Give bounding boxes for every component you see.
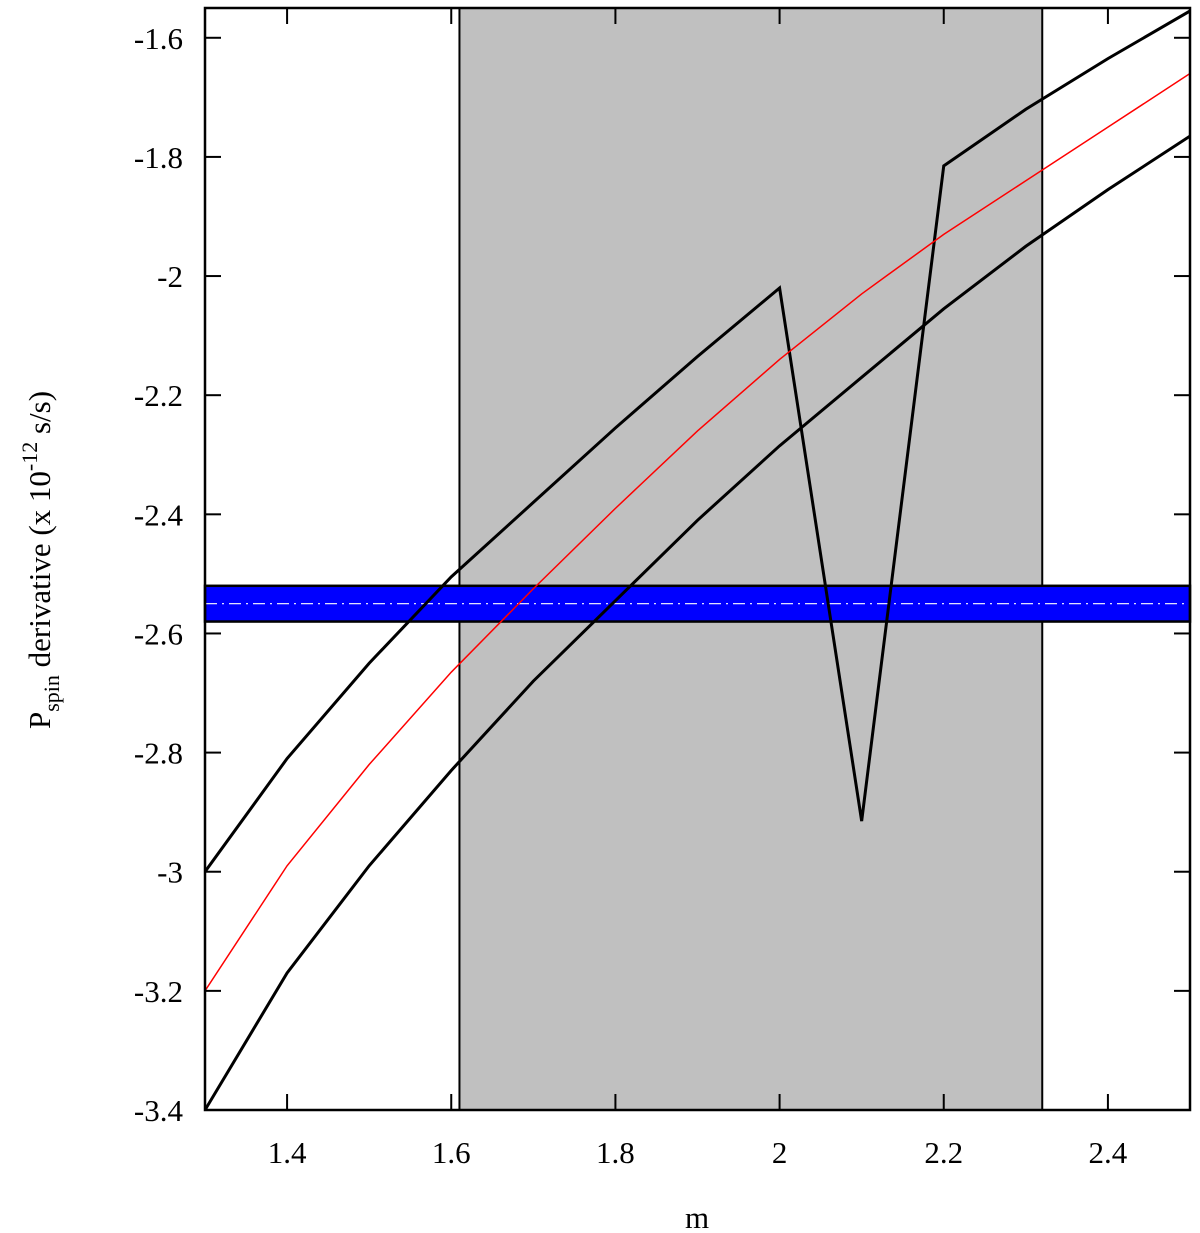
y-tick-label: -2 xyxy=(157,259,183,294)
y-tick-label: -3 xyxy=(157,855,183,890)
y-label-end: s/s) xyxy=(22,391,57,442)
plot-frame xyxy=(203,6,1192,1112)
curve xyxy=(205,72,1190,992)
x-tick-label: 2 xyxy=(772,1135,788,1170)
y-tick-label: -2.4 xyxy=(134,497,184,532)
x-tick-label: 1.8 xyxy=(596,1135,635,1170)
y-tick-label: -2.6 xyxy=(134,616,183,651)
curve xyxy=(205,134,1190,1110)
y-axis-label: Pspin derivative (x 10-12 s/s) xyxy=(17,391,64,729)
y-tick-label: -1.8 xyxy=(134,140,183,175)
y-label-sup: -12 xyxy=(17,442,42,471)
y-tick-label: -3.4 xyxy=(134,1093,184,1128)
y-tick-label: -3.2 xyxy=(134,974,183,1009)
y-label-mid: derivative (x 10 xyxy=(22,471,57,675)
x-tick-label: 1.4 xyxy=(268,1135,307,1170)
x-tick-label: 2.4 xyxy=(1089,1135,1128,1170)
y-tick-label: -2.8 xyxy=(134,736,183,771)
y-label-sub: spin xyxy=(39,675,64,712)
y-tick-label: -1.6 xyxy=(134,21,183,56)
curve xyxy=(205,9,1190,873)
x-axis-label: m xyxy=(685,1200,709,1233)
y-tick-label: -2.2 xyxy=(134,378,183,413)
x-tick-label: 1.6 xyxy=(432,1135,471,1170)
x-band xyxy=(458,7,1044,1111)
x-tick-label: 2.2 xyxy=(924,1135,963,1170)
y-label-main: P xyxy=(22,712,57,729)
